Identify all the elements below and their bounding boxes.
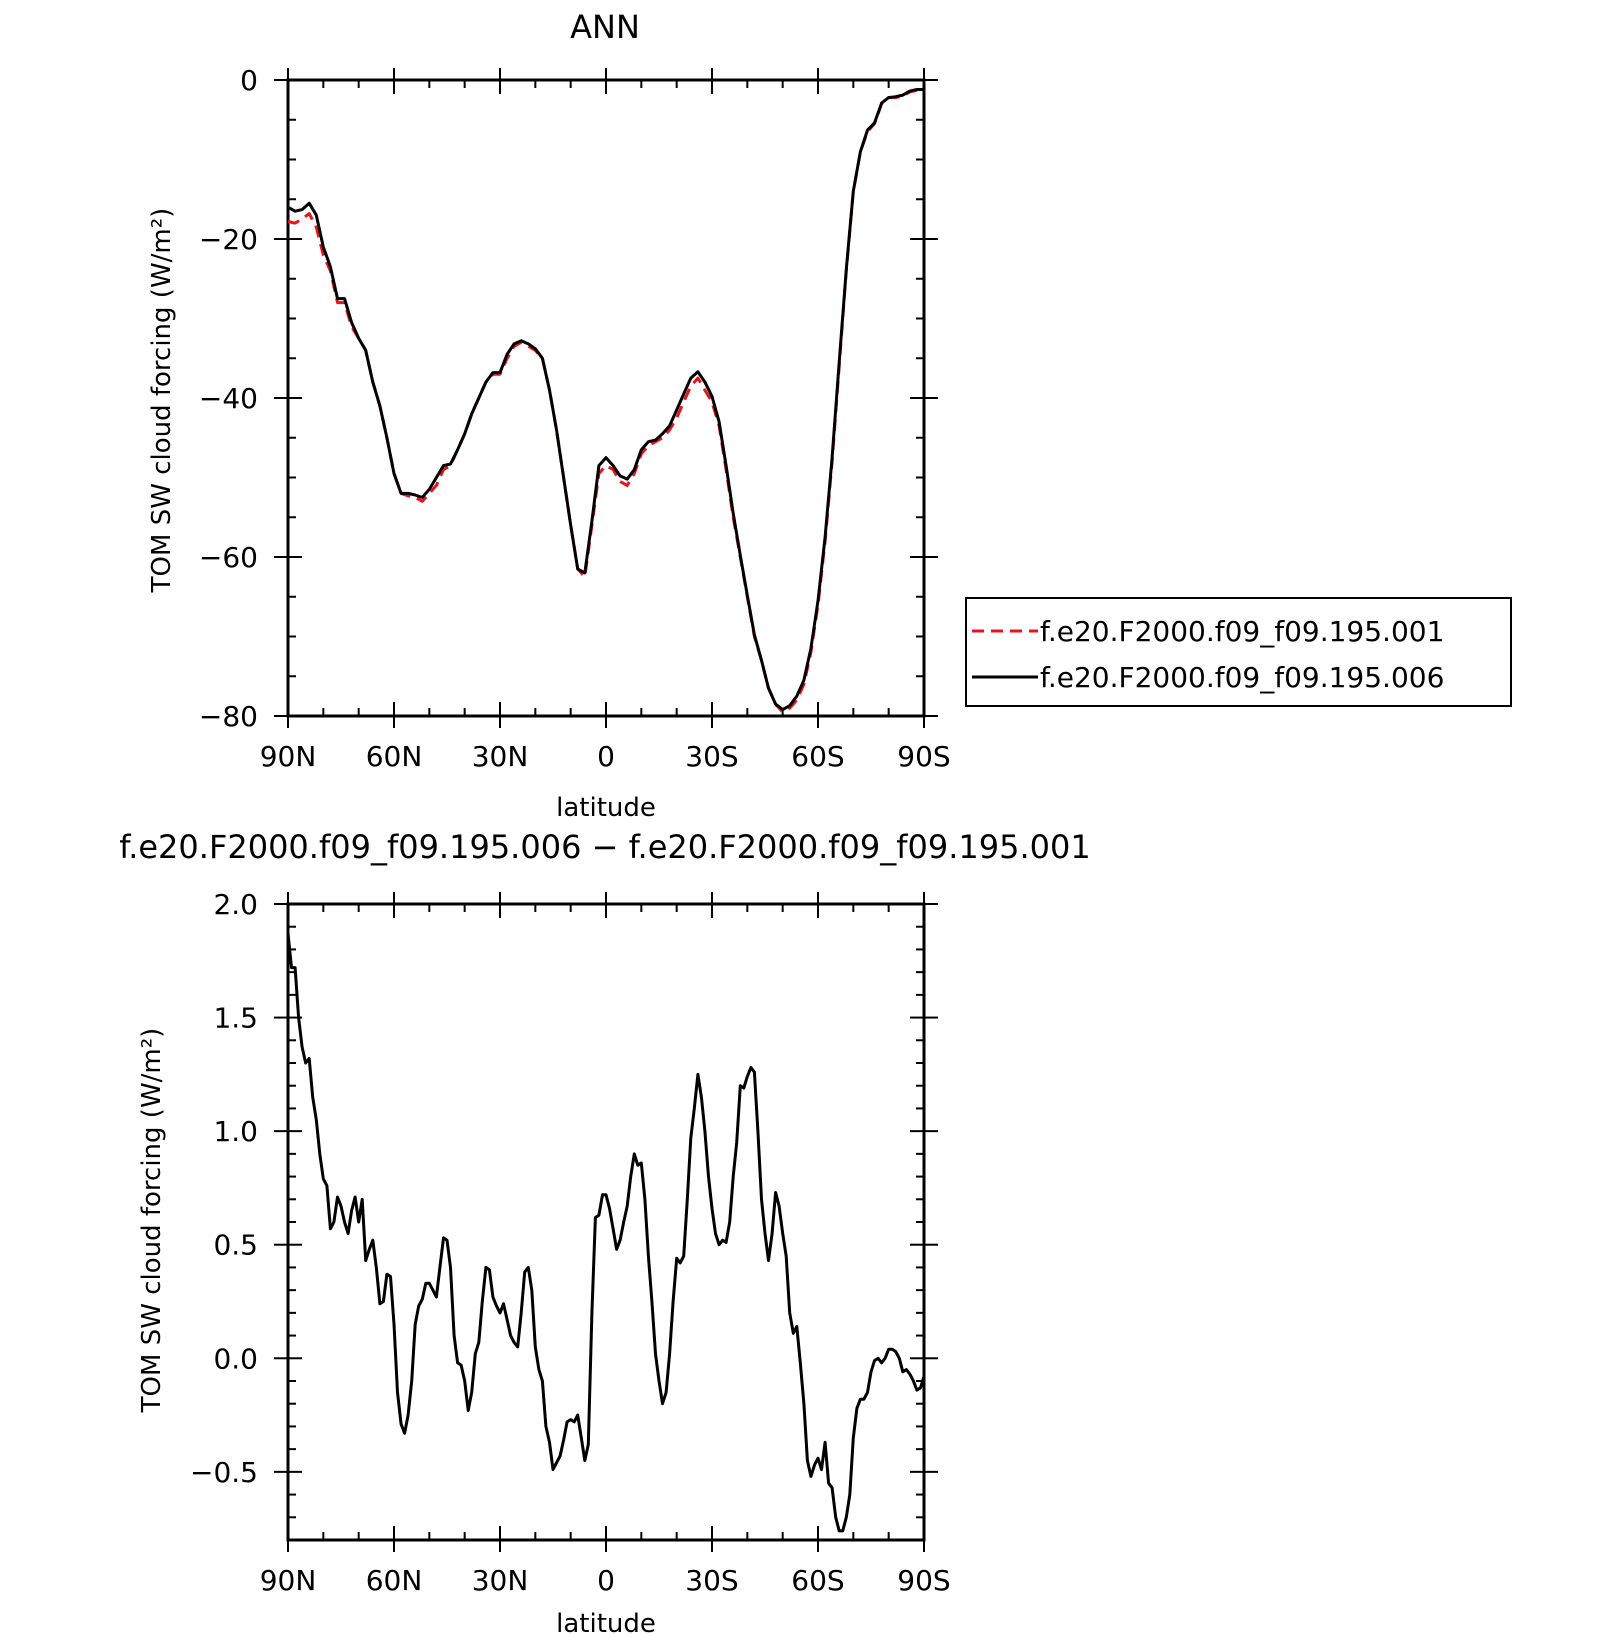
x-tick-label: 90S: [897, 1564, 950, 1597]
x-tick-label: 30S: [685, 1564, 738, 1597]
y-tick-label: −40: [199, 382, 258, 415]
x-tick-label: 60S: [791, 740, 844, 773]
mean-panel: ANN 90N 60N 30N 0 30S 60S 90S 0 −20 −40 −60 −80 lat…: [147, 8, 1512, 823]
x-tick-label: 90N: [260, 1564, 317, 1597]
y-tick-label: 2.0: [213, 888, 258, 921]
legend-label-series-2: f.e20.F2000.f09_f09.195.006: [1040, 661, 1444, 694]
panel-bottom-tick-labels: 90N 60N 30N 0 30S 60S 90S 2.0 1.5 1.0 0.5 0.0 −0.5: [190, 888, 951, 1597]
panel-bottom-ticks: [274, 892, 938, 1552]
x-tick-label: 30S: [685, 740, 738, 773]
series-line-2: [287, 88, 924, 712]
panel-top-title: ANN: [570, 8, 640, 46]
y-tick-label: 0: [240, 64, 258, 97]
panel-top-x-axis-label: latitude: [556, 793, 656, 823]
panel-bottom-title: f.e20.F2000.f09_f09.195.006 − f.e20.F200…: [119, 828, 1091, 866]
legend-box: [965, 597, 1512, 707]
panel-bottom-series: [286, 933, 926, 1533]
panel-bottom-plot-frame: [286, 902, 926, 1542]
y-tick-label: 1.0: [213, 1115, 258, 1148]
x-tick-label: 0: [597, 740, 615, 773]
legend: f.e20.F2000.f09_f09.195.001 f.e20.F2000.…: [965, 597, 1512, 707]
x-tick-label: 0: [597, 1564, 615, 1597]
x-tick-label: 90S: [897, 740, 950, 773]
panel-top-plot-frame: [286, 78, 926, 718]
x-tick-label: 60N: [366, 1564, 423, 1597]
x-tick-label: 60S: [791, 1564, 844, 1597]
y-tick-label: −80: [199, 700, 258, 733]
panel-bottom-y-axis-label: TOM SW cloud forcing (W/m²): [137, 1028, 167, 1414]
panel-top-tick-labels: 90N 60N 30N 0 30S 60S 90S 0 −20 −40 −60 −80: [199, 64, 951, 773]
y-tick-label: −0.5: [190, 1456, 258, 1489]
panel-top-series: [287, 88, 925, 714]
x-tick-label: 30N: [472, 740, 529, 773]
y-tick-label: −20: [199, 223, 258, 256]
legend-label-series-1: f.e20.F2000.f09_f09.195.001: [1040, 615, 1444, 648]
panel-bottom-x-axis-label: latitude: [556, 1609, 656, 1635]
difference-panel: f.e20.F2000.f09_f09.195.006 − f.e20.F200…: [119, 828, 1091, 1635]
series-line-1: [287, 88, 925, 714]
panel-top-y-axis-label: TOM SW cloud forcing (W/m²): [147, 208, 177, 594]
panel-top-ticks: [274, 68, 938, 728]
x-tick-label: 30N: [472, 1564, 529, 1597]
x-tick-label: 60N: [366, 740, 423, 773]
x-tick-label: 90N: [260, 740, 317, 773]
y-tick-label: 0.0: [213, 1342, 258, 1375]
y-tick-label: 1.5: [213, 1002, 258, 1035]
y-tick-label: −60: [199, 541, 258, 574]
y-tick-label: 0.5: [213, 1229, 258, 1262]
series-line-1: [286, 933, 926, 1533]
